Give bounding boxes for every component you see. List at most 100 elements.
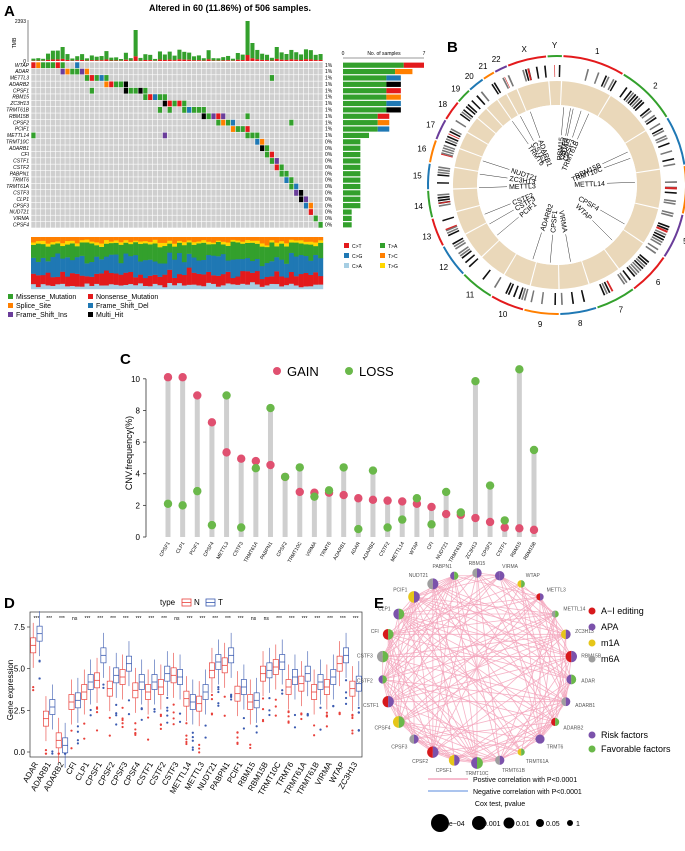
onco-cell bbox=[79, 62, 85, 69]
onco-cell bbox=[65, 145, 70, 152]
onco-cell bbox=[264, 145, 270, 152]
onco-cell bbox=[99, 68, 104, 75]
onco-cell bbox=[50, 75, 56, 81]
onco-cell bbox=[294, 164, 299, 171]
onco-cell bbox=[294, 106, 299, 113]
side-bar-missense bbox=[343, 177, 361, 183]
onco-cell bbox=[99, 202, 104, 209]
network-node-label: CSTF3 bbox=[357, 653, 373, 659]
onco-cell bbox=[31, 87, 36, 94]
onco-cell bbox=[45, 177, 51, 184]
onco-cell bbox=[167, 62, 172, 69]
onco-cell bbox=[260, 62, 265, 69]
network-node-factor bbox=[499, 571, 505, 581]
chromosome-outer-arc bbox=[427, 190, 434, 218]
onco-cell bbox=[221, 138, 226, 145]
onco-cell bbox=[45, 196, 51, 203]
onco-cell bbox=[31, 189, 36, 196]
onco-cell bbox=[99, 100, 104, 107]
onco-cell bbox=[157, 164, 163, 171]
titv-segment bbox=[196, 237, 202, 242]
side-bar-missense bbox=[343, 75, 387, 81]
onco-cell bbox=[31, 126, 36, 132]
titv-segment bbox=[240, 283, 246, 290]
cnv-track bbox=[453, 188, 480, 212]
onco-cell bbox=[31, 151, 36, 158]
cnv-category-label: NUDT21 bbox=[435, 541, 450, 561]
onco-cell bbox=[133, 126, 138, 132]
cnv-track bbox=[482, 240, 516, 275]
titv-segment bbox=[40, 240, 46, 245]
gene-label: NUDT21 bbox=[10, 210, 30, 216]
onco-cell bbox=[133, 215, 138, 222]
network-node-label: WTAP bbox=[526, 573, 541, 579]
onco-cell bbox=[196, 209, 202, 215]
onco-cell bbox=[114, 87, 119, 94]
boxplot-outlier bbox=[172, 723, 175, 726]
onco-cell bbox=[177, 119, 182, 126]
tmb-bar-nonsense bbox=[260, 59, 265, 61]
onco-cell bbox=[255, 221, 260, 228]
cnv-gain-point bbox=[427, 502, 436, 512]
titv-segment bbox=[69, 285, 75, 290]
onco-cell bbox=[128, 221, 133, 228]
network-edge bbox=[499, 721, 556, 761]
onco-cell bbox=[260, 202, 265, 209]
gene-percent: 1% bbox=[325, 133, 333, 139]
boxplot-outlier bbox=[217, 690, 220, 694]
onco-cell bbox=[191, 164, 197, 171]
titv-segment bbox=[152, 237, 158, 240]
onco-cell bbox=[162, 68, 167, 75]
onco-cell bbox=[79, 119, 85, 126]
onco-cell bbox=[75, 170, 80, 177]
titv-segment bbox=[215, 241, 221, 257]
onco-cell bbox=[289, 138, 294, 145]
tmb-bar-missense bbox=[284, 54, 289, 60]
onco-cell bbox=[279, 209, 284, 215]
boxplot-outlier bbox=[185, 734, 188, 737]
tmb-bar-nonsense bbox=[55, 59, 60, 61]
onco-cell bbox=[289, 100, 294, 107]
onco-cell bbox=[60, 106, 65, 113]
network-node-factor bbox=[414, 591, 420, 603]
chromosome-outer-arc bbox=[445, 101, 459, 120]
onco-cell bbox=[123, 87, 129, 94]
onco-cell bbox=[114, 81, 119, 88]
onco-cell bbox=[45, 94, 51, 101]
onco-cell bbox=[55, 209, 60, 215]
ideogram-band bbox=[626, 266, 636, 277]
titv-segment bbox=[196, 243, 202, 261]
ideogram-band bbox=[651, 127, 664, 135]
cnv-category-label: VIRMA bbox=[305, 540, 318, 557]
cnv-ytick-label: 4 bbox=[136, 470, 141, 479]
onco-cell bbox=[167, 119, 172, 126]
boxplot-outlier bbox=[210, 698, 214, 701]
boxplot-outlier bbox=[153, 707, 156, 711]
titv-segment bbox=[99, 259, 105, 274]
onco-cell bbox=[289, 221, 294, 228]
tmb-bar-nonsense bbox=[162, 60, 167, 61]
onco-cell bbox=[138, 151, 143, 158]
network-node-label: TRMT61A bbox=[526, 759, 549, 765]
onco-cell bbox=[255, 209, 260, 215]
onco-cell bbox=[308, 132, 313, 139]
network-node-label: METTL14 bbox=[563, 606, 585, 612]
cnv-gain-point bbox=[207, 418, 217, 427]
onco-cell bbox=[79, 106, 85, 113]
onco-cell bbox=[255, 106, 260, 113]
onco-cell bbox=[298, 170, 304, 177]
ideogram-band bbox=[459, 248, 471, 257]
gene-percent: 0% bbox=[325, 146, 333, 152]
ideogram-band bbox=[544, 65, 547, 78]
onco-cell bbox=[128, 170, 133, 177]
panel-label-e: E bbox=[374, 595, 384, 612]
onco-cell bbox=[201, 151, 206, 158]
chromosome-outer-arc bbox=[458, 89, 470, 103]
onco-cell bbox=[196, 113, 202, 120]
titv-segment bbox=[293, 256, 299, 277]
ideogram-band bbox=[449, 130, 461, 138]
onco-cell bbox=[152, 151, 158, 158]
onco-cell bbox=[79, 189, 85, 196]
onco-cell bbox=[255, 62, 260, 69]
onco-cell bbox=[41, 62, 46, 69]
